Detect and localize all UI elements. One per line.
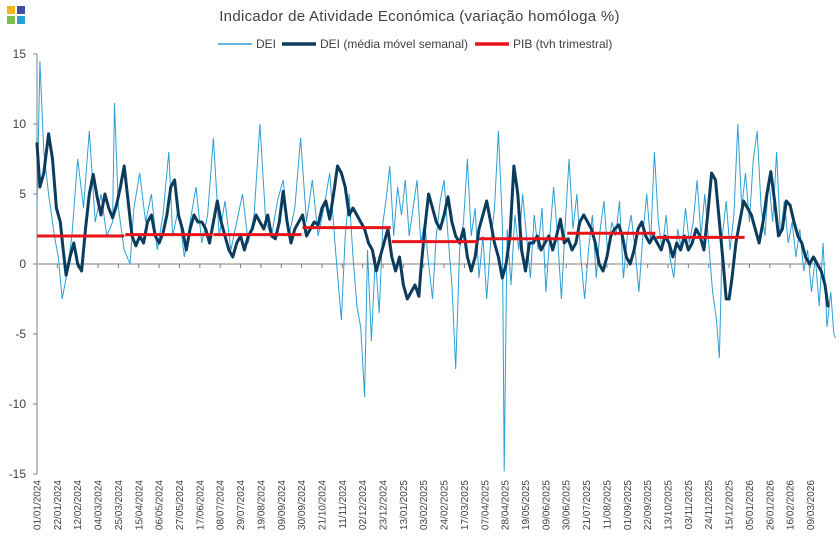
x-tick-label: 24/02/2025 — [440, 480, 451, 530]
x-tick-label: 24/11/2025 — [704, 480, 715, 530]
x-tick-label: 19/05/2025 — [521, 480, 532, 530]
x-tick-label: 16/02/2026 — [786, 480, 797, 530]
x-tick-label: 21/07/2025 — [582, 480, 593, 530]
x-tick-label: 12/02/2024 — [73, 480, 84, 530]
x-tick-label: 22/09/2025 — [643, 480, 654, 530]
x-tick-label: 23/12/2024 — [379, 480, 390, 530]
legend-label-dei-ma: DEI (média móvel semanal) — [320, 37, 468, 51]
x-tick-label: 07/04/2025 — [480, 480, 491, 530]
x-tick-label: 05/01/2026 — [745, 480, 756, 530]
y-axis: 15 10 5 0 -5 -10 -15 — [9, 47, 37, 481]
y-tick-label: 15 — [13, 47, 27, 61]
x-tick-label: 27/05/2024 — [175, 480, 186, 530]
brand-logo — [7, 6, 25, 24]
x-tick-label: 09/06/2025 — [541, 480, 552, 530]
y-tick-label: -15 — [9, 467, 27, 481]
x-tick-label: 13/01/2025 — [399, 480, 410, 530]
x-tick-label: 22/01/2024 — [53, 480, 64, 530]
logo-square-yellow — [7, 6, 15, 14]
y-tick-label: 5 — [19, 187, 26, 201]
legend-label-dei: DEI — [256, 37, 276, 51]
x-tick-label: 26/01/2026 — [765, 480, 776, 530]
x-tick-label: 15/12/2025 — [725, 480, 736, 530]
x-tick-label: 25/03/2024 — [114, 480, 125, 530]
series-line-dei-ma — [35, 132, 830, 308]
x-tick-label: 30/09/2024 — [297, 480, 308, 530]
y-tick-label: 0 — [19, 257, 26, 271]
x-tick-label: 02/12/2024 — [358, 480, 369, 530]
legend-label-gdp: PIB (tvh trimestral) — [513, 37, 612, 51]
x-tick-label: 03/11/2025 — [684, 480, 695, 530]
x-tick-label: 29/07/2024 — [236, 480, 247, 530]
series-line-dei — [36, 60, 837, 472]
x-tick-label: 19/08/2024 — [256, 480, 267, 530]
x-tick-label: 21/10/2024 — [317, 480, 328, 530]
x-tick-label: 11/08/2025 — [602, 480, 613, 530]
chart-title: Indicador de Atividade Económica (variaç… — [219, 8, 620, 25]
x-tick-label: 13/10/2025 — [664, 480, 675, 530]
y-tick-label: 10 — [13, 117, 27, 131]
x-tick-label: 30/06/2025 — [562, 480, 573, 530]
x-tick-label: 06/05/2024 — [155, 480, 166, 530]
x-tick-label: 15/04/2024 — [134, 480, 145, 530]
x-tick-label: 28/04/2025 — [501, 480, 512, 530]
logo-square-blue — [17, 16, 25, 24]
x-tick-label: 03/02/2025 — [419, 480, 430, 530]
x-tick-label: 08/07/2024 — [216, 480, 227, 530]
logo-square-navy — [17, 6, 25, 14]
x-axis: 01/01/2024 22/01/2024 12/02/2024 04/03/2024… — [33, 264, 817, 530]
x-tick-label: 01/09/2025 — [623, 480, 634, 530]
logo-square-green — [7, 16, 15, 24]
x-tick-label: 17/03/2025 — [460, 480, 471, 530]
x-tick-label: 04/03/2024 — [94, 480, 105, 530]
x-tick-label: 09/09/2024 — [277, 480, 288, 530]
x-tick-label: 11/11/2024 — [338, 480, 349, 529]
x-tick-label: 01/01/2024 — [33, 480, 44, 530]
x-tick-label: 09/03/2026 — [806, 480, 817, 530]
chart-legend: DEI DEI (média móvel semanal) PIB (tvh t… — [218, 37, 612, 51]
series-steps-gdp — [37, 226, 745, 244]
x-tick-label: 17/06/2024 — [195, 480, 206, 530]
y-tick-label: -5 — [15, 327, 26, 341]
y-tick-label: -10 — [9, 397, 27, 411]
